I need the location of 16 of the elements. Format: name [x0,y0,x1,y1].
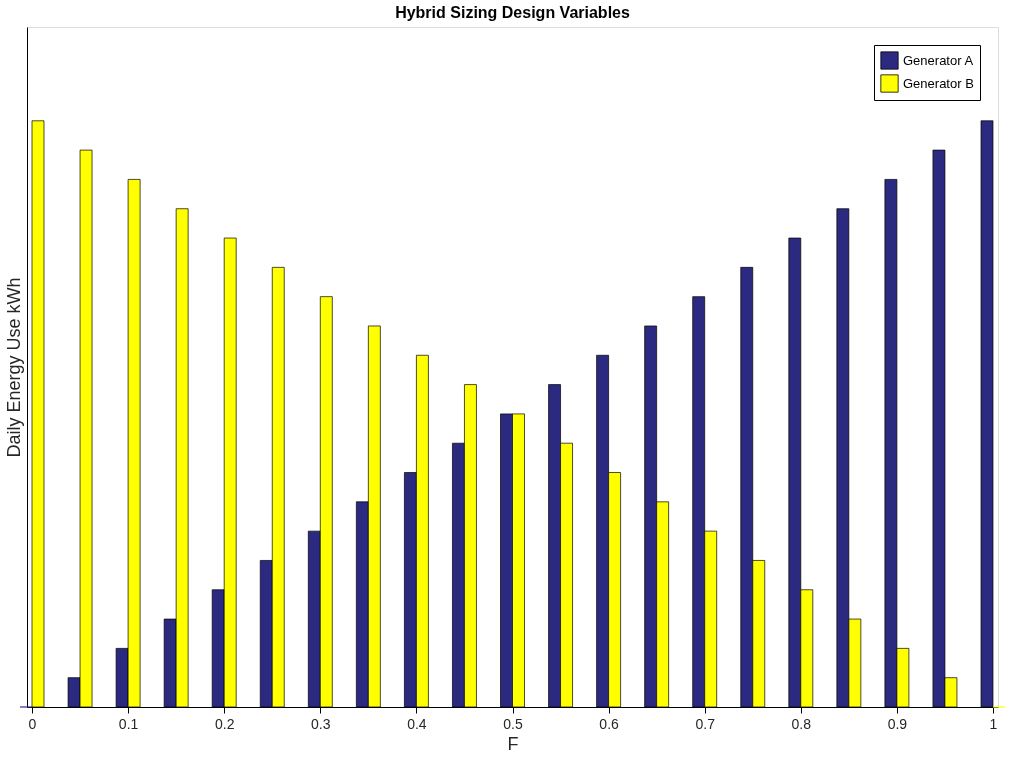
legend-label: Generator B [903,75,974,91]
x-tick-label: 1 [989,715,998,732]
x-tick-label: 0.9 [887,715,908,732]
x-tick-label: 0.8 [791,715,812,732]
legend-label: Generator A [903,52,974,68]
x-tick-label: 0 [28,715,37,732]
x-tick-label: 0.4 [407,715,427,732]
x-tick-label: 0.2 [214,715,235,732]
x-tick-label: 0.7 [695,715,716,732]
x-tick-label: 0.6 [599,715,620,732]
x-tick-label: 0.5 [503,715,523,732]
y-axis-title: Daily Energy Use kWh [3,277,24,458]
chart-title: Hybrid Sizing Design Variables [395,4,630,21]
x-axis-title: F [507,733,519,754]
x-tick-label: 0.3 [311,715,331,732]
x-tick-label: 0.1 [118,715,139,732]
